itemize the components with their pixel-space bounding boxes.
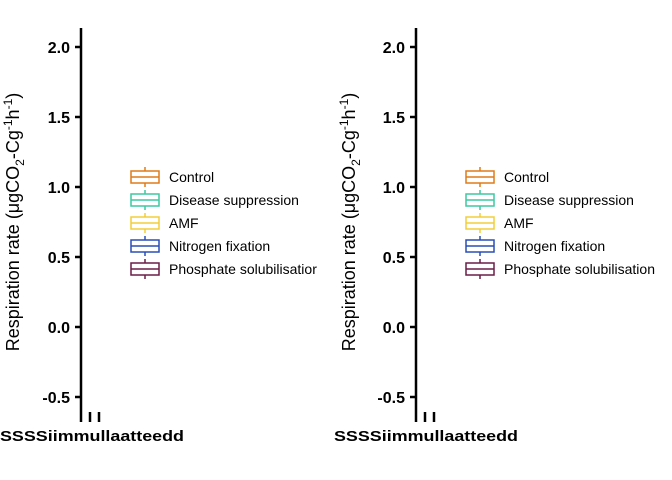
legend-key — [465, 213, 495, 233]
y-axis-label: Respiration rate (μgCO2-Cg-1h-1) — [1, 93, 27, 352]
legend-key — [130, 259, 160, 279]
legend-key — [465, 259, 495, 279]
legend-label: Phosphate solubilisation — [504, 261, 655, 277]
y-tick-label: 1.0 — [383, 180, 405, 197]
y-tick-label: -0.5 — [377, 390, 405, 407]
y-tick-label: 1.5 — [383, 110, 405, 127]
y-tick-label: 0.0 — [48, 320, 70, 337]
x-tick-label-overlap: SSSSiimmullaatteedd — [0, 428, 184, 445]
y-tick-label: 2.0 — [48, 40, 70, 57]
legend-label: Nitrogen fixation — [169, 238, 270, 254]
chart-panel-right: -0.5 0.0 0.5 1.0 1.5 2.0 SSSSiimmullaatteedd Re… — [334, 28, 655, 445]
legend-key — [465, 190, 495, 210]
legend-key — [130, 167, 160, 187]
legend-key — [465, 236, 495, 256]
legend-label: AMF — [504, 215, 534, 231]
legend-key — [130, 236, 160, 256]
x-tick-label-overlap: SSSSiimmullaatteedd — [334, 428, 518, 445]
y-axis-label: Respiration rate (μgCO2-Cg-1h-1) — [337, 93, 363, 352]
y-tick-label: 2.0 — [383, 40, 405, 57]
y-tick-label: 1.0 — [48, 180, 70, 197]
y-tick-label: -0.5 — [42, 390, 70, 407]
legend-key — [465, 167, 495, 187]
legend-label: Control — [169, 169, 214, 185]
y-tick-label: 0.5 — [383, 250, 405, 267]
legend-key — [130, 190, 160, 210]
chart-panel-left: -0.5 0.0 0.5 1.0 1.5 2.0 SSSSiimmullaatteedd Re… — [0, 28, 317, 445]
y-tick-label: 1.5 — [48, 110, 70, 127]
legend-label: Nitrogen fixation — [504, 238, 605, 254]
legend-key — [130, 213, 160, 233]
legend-label: Phosphate solubilisatior — [169, 261, 317, 277]
legend-label: Control — [504, 169, 549, 185]
y-tick-label: 0.0 — [383, 320, 405, 337]
y-tick-label: 0.5 — [48, 250, 70, 267]
legend-label: Disease suppression — [169, 192, 299, 208]
legend-label: AMF — [169, 215, 199, 231]
legend-label: Disease suppression — [504, 192, 634, 208]
